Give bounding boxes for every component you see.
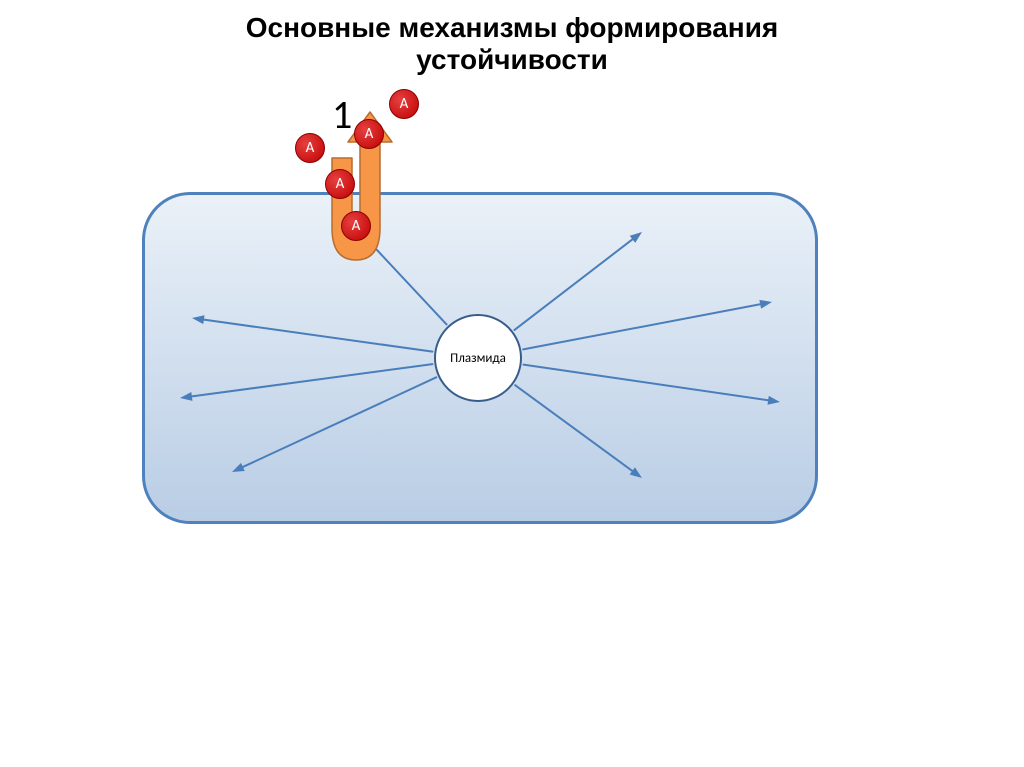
page-title: Основные механизмы формирования устойчив… (0, 12, 1024, 76)
plasmid-label: Плазмида (450, 351, 506, 366)
mechanism-number-1: 1 (332, 90, 352, 139)
antibiotic-marker: А (325, 169, 355, 199)
antibiotic-marker: А (389, 89, 419, 119)
antibiotic-marker: А (341, 211, 371, 241)
plasmid-node: Плазмида (434, 314, 522, 402)
antibiotic-marker: А (354, 119, 384, 149)
antibiotic-marker: А (295, 133, 325, 163)
